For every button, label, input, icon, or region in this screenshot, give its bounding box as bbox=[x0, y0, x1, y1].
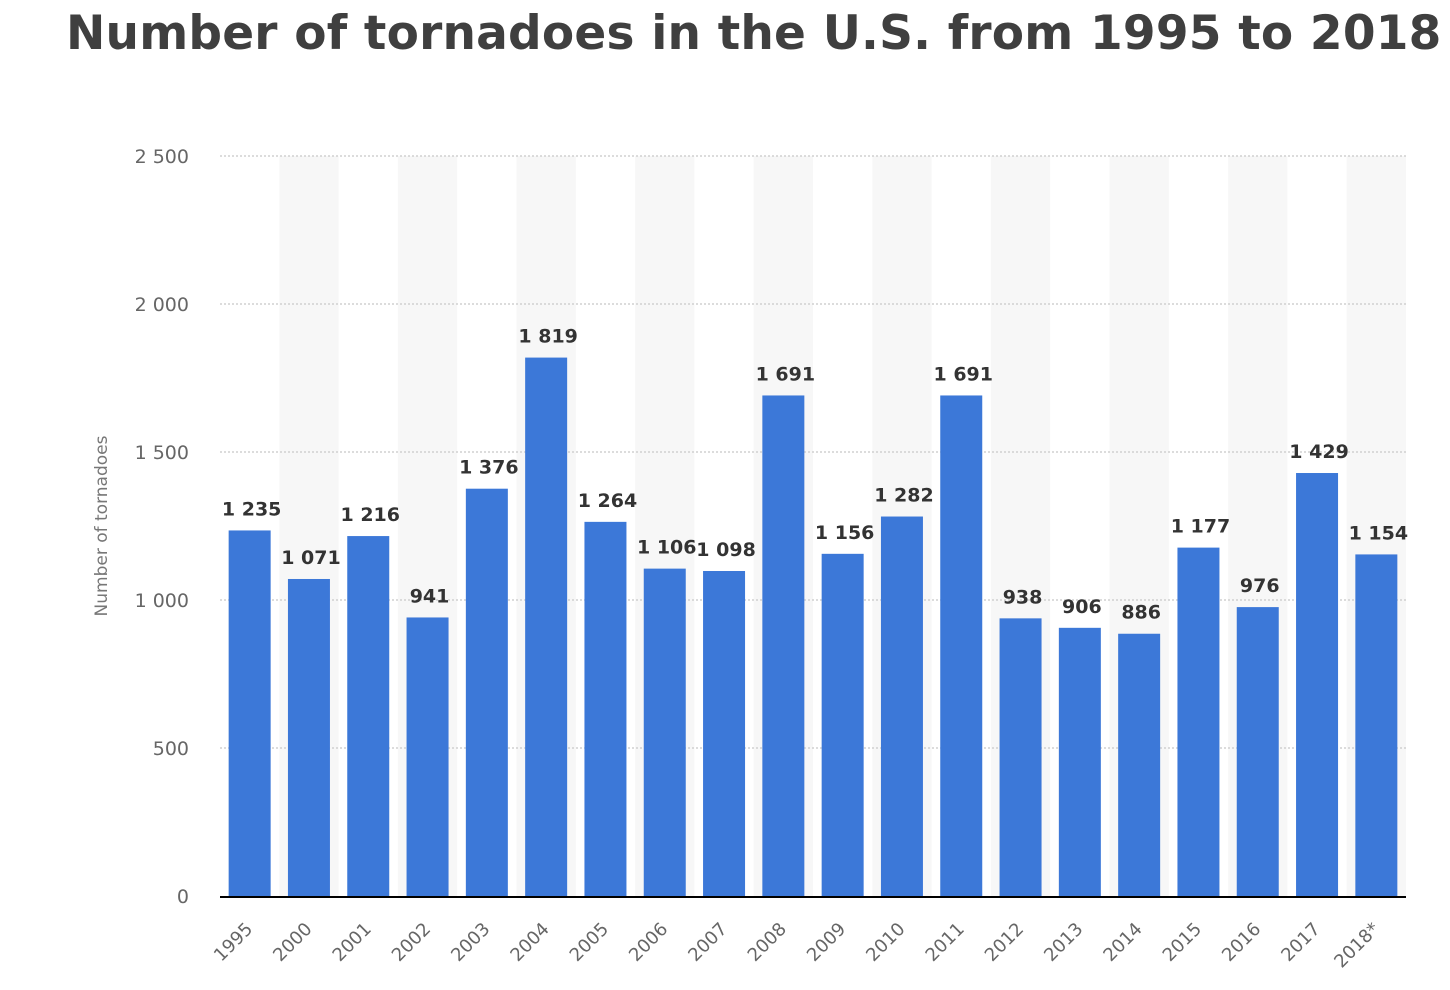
x-tick-label: 2012 bbox=[981, 919, 1028, 966]
data-label: 1 106 bbox=[637, 537, 697, 559]
y-axis-ticks: 0 500 1 000 1 500 2 000 2 500 bbox=[135, 146, 189, 908]
bar[interactable] bbox=[1118, 633, 1161, 896]
bar[interactable] bbox=[821, 553, 864, 896]
bar[interactable] bbox=[1236, 607, 1279, 896]
data-label: 1 098 bbox=[696, 539, 756, 561]
data-label: 1 429 bbox=[1289, 441, 1349, 463]
data-label: 1 691 bbox=[756, 363, 816, 385]
data-label: 906 bbox=[1062, 596, 1102, 618]
data-label: 1 154 bbox=[1349, 522, 1409, 544]
x-tick-label: 2000 bbox=[269, 919, 316, 966]
x-tick-label: 2014 bbox=[1099, 919, 1146, 966]
data-label: 941 bbox=[410, 585, 450, 607]
bar[interactable] bbox=[228, 530, 271, 896]
x-tick-label: 2011 bbox=[922, 919, 969, 966]
bar[interactable] bbox=[703, 570, 746, 896]
bar[interactable] bbox=[999, 618, 1042, 896]
x-tick-label: 2001 bbox=[329, 919, 376, 966]
x-tick-label: 2007 bbox=[684, 919, 731, 966]
x-tick-label: 1995 bbox=[210, 919, 257, 966]
x-tick-label: 2015 bbox=[1159, 919, 1206, 966]
y-tick-label: 1 000 bbox=[135, 590, 189, 612]
bar[interactable] bbox=[584, 521, 627, 896]
bar[interactable] bbox=[762, 395, 805, 896]
x-tick-label: 2008 bbox=[744, 919, 791, 966]
data-label: 1 376 bbox=[459, 457, 519, 479]
bar[interactable] bbox=[643, 568, 686, 896]
x-axis-labels: 1995 2000 2001 2002 2003 2004 2005 2006 2007 2008… bbox=[210, 919, 1384, 973]
y-tick-label: 500 bbox=[153, 738, 189, 760]
x-tick-label: 2003 bbox=[447, 919, 494, 966]
x-tick-label: 2004 bbox=[506, 919, 553, 966]
data-label: 1 071 bbox=[281, 547, 341, 569]
data-label: 1 691 bbox=[934, 363, 994, 385]
data-label: 1 235 bbox=[222, 498, 282, 520]
bars bbox=[228, 357, 1398, 896]
bar[interactable] bbox=[406, 617, 449, 896]
bar[interactable] bbox=[347, 536, 390, 896]
bar[interactable] bbox=[525, 357, 568, 896]
data-label: 1 177 bbox=[1171, 516, 1231, 538]
data-label: 1 282 bbox=[874, 485, 934, 507]
y-tick-label: 1 500 bbox=[135, 442, 189, 464]
bar[interactable] bbox=[465, 488, 508, 896]
bar[interactable] bbox=[880, 516, 923, 896]
x-tick-label: 2010 bbox=[862, 919, 909, 966]
bar[interactable] bbox=[1177, 547, 1220, 896]
bar[interactable] bbox=[1296, 473, 1339, 896]
x-tick-label: 2002 bbox=[388, 919, 435, 966]
bar[interactable] bbox=[1058, 627, 1101, 896]
data-label: 1 264 bbox=[578, 490, 638, 512]
y-tick-label: 2 500 bbox=[135, 146, 189, 168]
data-label: 1 156 bbox=[815, 522, 875, 544]
x-tick-label: 2013 bbox=[1040, 919, 1087, 966]
x-tick-label: 2017 bbox=[1277, 919, 1324, 966]
data-label: 886 bbox=[1121, 602, 1161, 624]
data-label: 1 819 bbox=[518, 326, 578, 348]
x-tick-label: 2006 bbox=[625, 919, 672, 966]
y-tick-label: 0 bbox=[177, 886, 189, 908]
bar[interactable] bbox=[1355, 554, 1398, 896]
x-tick-label: 2016 bbox=[1218, 919, 1265, 966]
bar[interactable] bbox=[940, 395, 983, 896]
data-label: 976 bbox=[1240, 575, 1280, 597]
x-tick-label: 2009 bbox=[803, 919, 850, 966]
data-label: 938 bbox=[1003, 586, 1043, 608]
data-label: 1 216 bbox=[341, 504, 401, 526]
bar[interactable] bbox=[287, 578, 330, 896]
y-axis-title: Number of tornadoes bbox=[92, 435, 112, 616]
chart-title: Number of tornadoes in the U.S. from 199… bbox=[66, 6, 1442, 61]
y-tick-label: 2 000 bbox=[135, 294, 189, 316]
x-tick-label: 2018* bbox=[1330, 919, 1384, 973]
x-tick-label: 2005 bbox=[566, 919, 613, 966]
